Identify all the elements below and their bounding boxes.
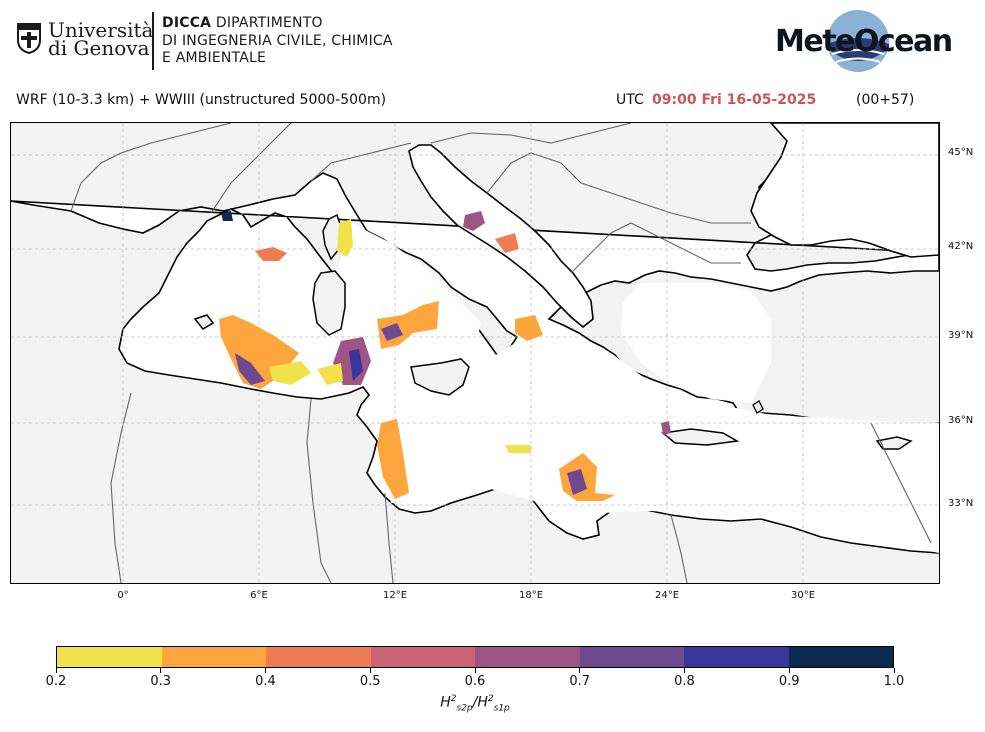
- colorbar-segment: [266, 647, 371, 667]
- university-name-line1: Università: [48, 18, 154, 42]
- patch-balearic-yellow: [269, 361, 311, 385]
- colorbar-segment: [684, 647, 789, 667]
- university-shield-icon: [16, 22, 42, 55]
- lead-time: (00+57): [856, 92, 915, 108]
- lon-label-30e: 30°E: [790, 590, 816, 601]
- lat-label-36: 36°N: [948, 415, 974, 426]
- colorbar-tick-label: 0.6: [464, 674, 486, 689]
- model-description: WRF (10-3.3 km) + WWIII (unstructured 50…: [16, 92, 387, 108]
- patch-libya-purple: [567, 469, 587, 495]
- colorbar-segment: [475, 647, 580, 667]
- utc-label: UTC: [616, 92, 644, 108]
- colorbar-segment: [370, 647, 475, 667]
- patch-balearic-core: [235, 353, 265, 385]
- lon-label-12e: 12°E: [382, 590, 408, 601]
- island-cyprus: [875, 436, 913, 450]
- adriatic-sea: [408, 144, 594, 329]
- black-sea: [750, 123, 939, 258]
- island-sardinia: [312, 270, 346, 336]
- colorbar-title: H2s2p/H2s1p: [440, 694, 510, 714]
- lon-label-6e: 6°E: [250, 590, 268, 601]
- meteocean-globe-icon: [826, 8, 890, 74]
- colorbar-segment: [57, 647, 162, 667]
- lat-label-42: 42°N: [948, 241, 974, 252]
- colorbar-tick-label: 0.2: [45, 674, 67, 689]
- colorbar-tick: [265, 668, 266, 673]
- island-sicily: [410, 358, 470, 396]
- colorbar-tick: [55, 668, 57, 673]
- colorbar-tick: [893, 668, 895, 673]
- patch-ligurian: [221, 211, 233, 221]
- lon-label-24e: 24°E: [654, 590, 680, 601]
- colorbar-tick-label: 0.3: [150, 674, 172, 689]
- patch-sardinia-yellow: [317, 363, 343, 385]
- island-balearic: [193, 314, 215, 330]
- colorbar-tick-label: 0.5: [359, 674, 381, 689]
- patch-gulf-lion: [255, 247, 287, 261]
- lon-label-0: 0°: [117, 590, 129, 601]
- patch-corsica-west: [337, 219, 353, 257]
- colorbar-tick: [160, 668, 162, 673]
- island-crete: [661, 428, 740, 446]
- patch-tunisia: [377, 419, 409, 499]
- lat-label-39: 39°N: [948, 330, 974, 341]
- colorbar-tick-label: 0.8: [674, 674, 695, 689]
- meteocean-logo-text: MeteOcean: [775, 24, 953, 59]
- valid-time: 09:00 Fri 16-05-2025: [652, 92, 817, 108]
- department-line1: DICCA DIPARTIMENTO: [162, 15, 323, 31]
- colorbar-tick: [684, 668, 685, 673]
- lat-label-45: 45°N: [948, 147, 974, 158]
- island-corsica: [322, 213, 342, 261]
- colorbar-tick: [474, 668, 476, 673]
- colorbar-tick: [579, 668, 581, 673]
- wave-ratio-field: [219, 211, 671, 501]
- department-line3: E AMBIENTALE: [162, 50, 267, 66]
- patch-crete-west: [661, 421, 671, 435]
- mediterranean-map[interactable]: [10, 122, 940, 584]
- tyrrhenian-sea: [331, 223, 481, 385]
- colorbar-tick-label: 0.9: [778, 674, 800, 689]
- colorbar-segment: [161, 647, 266, 667]
- department-acronym: DICCA: [162, 15, 212, 31]
- university-name-line2: di Genova: [48, 36, 150, 60]
- aegean-sea: [621, 283, 771, 403]
- department-line2: DI INGEGNERIA CIVILE, CHIMICA: [162, 33, 393, 49]
- department-line1-rest: DIPARTIMENTO: [211, 15, 323, 31]
- patch-tyrrhenian-purple: [381, 323, 403, 341]
- colorbar-segment: [579, 647, 684, 667]
- island-rhodes: [752, 400, 764, 414]
- ionian-sea: [381, 333, 939, 553]
- patch-sardinia-core: [349, 349, 363, 381]
- country-borders: [70, 123, 932, 583]
- colorbar-tick: [788, 668, 790, 673]
- lat-label-33: 33°N: [948, 498, 974, 509]
- colorbar-segment: [788, 647, 893, 667]
- patch-adriatic-north: [463, 211, 485, 231]
- colorbar: [56, 646, 894, 668]
- colorbar-tick-label: 0.7: [569, 674, 591, 689]
- colorbar-tick-label: 1.0: [883, 674, 905, 689]
- patch-adriatic-central: [495, 233, 519, 253]
- colorbar-tick-label: 0.4: [255, 674, 276, 689]
- header-divider: [152, 12, 154, 70]
- patch-ionian: [515, 315, 543, 341]
- lon-label-18e: 18°E: [518, 590, 544, 601]
- colorbar-tick: [369, 668, 371, 673]
- patch-sidra: [505, 445, 531, 453]
